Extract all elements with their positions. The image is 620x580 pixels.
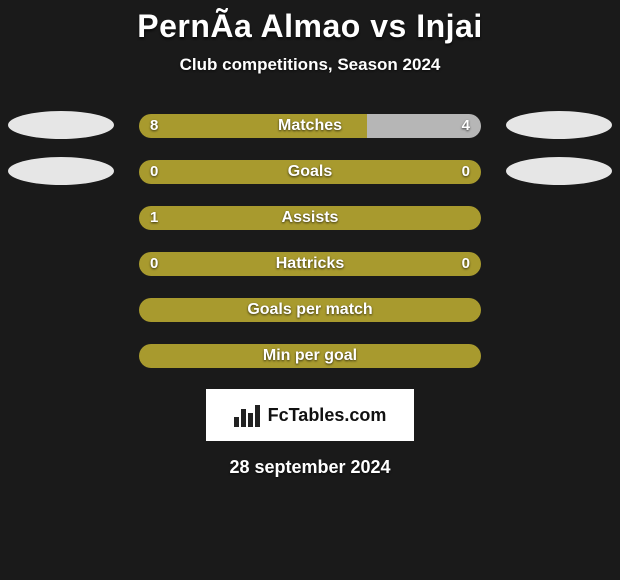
stat-row: Goals per match (0, 287, 620, 333)
stat-bar (139, 252, 481, 276)
stat-left-value: 0 (150, 160, 158, 184)
page-title: PernÃ­a Almao vs Injai (0, 8, 620, 45)
stat-right-value: 4 (462, 114, 470, 138)
bar-left-segment (139, 344, 481, 368)
brand-logo: FcTables.com (206, 389, 414, 441)
right-ellipse (506, 157, 612, 185)
left-ellipse (8, 111, 114, 139)
stat-bar (139, 160, 481, 184)
date-text: 28 september 2024 (0, 457, 620, 478)
stat-row: Assists1 (0, 195, 620, 241)
stat-bar (139, 344, 481, 368)
stat-bar (139, 114, 481, 138)
right-ellipse (506, 111, 612, 139)
stat-row: Min per goal (0, 333, 620, 379)
stat-bar (139, 206, 481, 230)
bar-left-segment (139, 206, 481, 230)
stat-row: Hattricks00 (0, 241, 620, 287)
bar-left-segment (139, 114, 367, 138)
stat-rows: Matches84Goals00Assists1Hattricks00Goals… (0, 103, 620, 379)
stat-bar (139, 298, 481, 322)
stat-right-value: 0 (462, 160, 470, 184)
stat-row: Goals00 (0, 149, 620, 195)
stat-left-value: 0 (150, 252, 158, 276)
bar-left-segment (139, 252, 481, 276)
stat-left-value: 1 (150, 206, 158, 230)
stat-left-value: 8 (150, 114, 158, 138)
bar-chart-icon (234, 403, 262, 427)
stat-right-value: 0 (462, 252, 470, 276)
bar-left-segment (139, 160, 481, 184)
bar-left-segment (139, 298, 481, 322)
left-ellipse (8, 157, 114, 185)
stat-row: Matches84 (0, 103, 620, 149)
brand-text: FcTables.com (268, 405, 387, 426)
comparison-card: PernÃ­a Almao vs Injai Club competitions… (0, 0, 620, 580)
subtitle: Club competitions, Season 2024 (0, 55, 620, 75)
